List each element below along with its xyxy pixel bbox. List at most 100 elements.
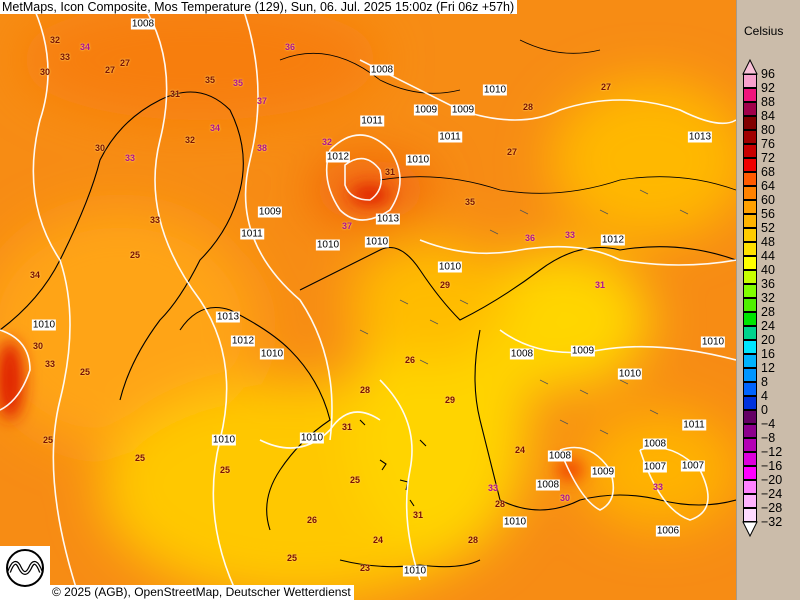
isobars [0,0,736,600]
coastlines [0,39,736,568]
temperature-label: 28 [467,535,479,545]
legend-label: 40 [761,263,775,277]
temperature-label: 32 [49,35,61,45]
legend-swatch [743,396,757,410]
temperature-label: 33 [44,359,56,369]
isobar-pressure-label: 1013 [687,131,713,143]
temperature-label: 26 [306,515,318,525]
isobar-pressure-label: 1012 [325,151,351,163]
legend-swatch [743,466,757,480]
isobar-pressure-label: 1010 [437,261,463,273]
legend-swatch [743,354,757,368]
isobar-pressure-label: 1009 [590,466,616,478]
legend-swatch [743,242,757,256]
temperature-label: 31 [594,280,606,290]
legend-label: 64 [761,179,775,193]
legend-label: 8 [761,375,768,389]
isobar-pressure-label: 1010 [700,336,726,348]
temperature-label: 25 [286,553,298,563]
temperature-label: 32 [184,135,196,145]
legend-label: 48 [761,235,775,249]
temperature-label: 37 [256,96,268,106]
legend-swatch [743,256,757,270]
color-legend: Celsius 96 92 88 84 80 76 72 68 64 60 56 52 48 44 40 36… [736,0,800,600]
legend-label: 20 [761,333,775,347]
temperature-label: 25 [219,465,231,475]
temperature-label: 27 [600,82,612,92]
isobar-pressure-label: 1008 [535,479,561,491]
temperature-label: 24 [514,445,526,455]
legend-swatch [743,102,757,116]
temperature-label: 23 [359,563,371,573]
legend-swatch [743,410,757,424]
temperature-label: 33 [564,230,576,240]
isobar-pressure-label: 1012 [600,234,626,246]
legend-label: −24 [761,487,783,501]
isobar-pressure-label: 1011 [682,419,706,431]
isobar-pressure-label: 1010 [259,348,285,360]
isobar-pressure-label: 1008 [547,450,573,462]
legend-label: 16 [761,347,775,361]
isobar-pressure-label: 1008 [642,438,668,450]
temperature-label: 35 [204,75,216,85]
map-title: MetMaps, Icon Composite, Mos Temperature… [0,0,518,14]
temperature-label: 30 [39,67,51,77]
temperature-label: 29 [444,395,456,405]
legend-label: 44 [761,249,775,263]
legend-top-arrow [742,58,758,75]
isobar-pressure-label: 1013 [215,311,241,323]
legend-label: 24 [761,319,775,333]
legend-swatch [743,508,757,522]
legend-label: −12 [761,445,783,459]
legend-label: 76 [761,137,775,151]
legend-swatch [743,494,757,508]
temperature-label: 25 [79,367,91,377]
legend-swatch [743,326,757,340]
legend-swatch [743,158,757,172]
legend-swatch [743,172,757,186]
temperature-label: 24 [372,535,384,545]
isobar-pressure-label: 1011 [360,115,384,127]
isobar-pressure-label: 1009 [257,206,283,218]
temperature-label: 27 [119,58,131,68]
temperature-label: 34 [29,270,41,280]
weather-map[interactable]: 32 34 30 33 27 35 31 37 36 35 34 38 30 32 33 25 33 34 27 37… [0,0,736,600]
temperature-label: 28 [494,499,506,509]
legend-label: 80 [761,123,775,137]
legend-label: 84 [761,109,775,123]
legend-swatch [743,424,757,438]
legend-swatch [743,186,757,200]
isobar-pressure-label: 1008 [509,348,535,360]
temperature-label: 32 [321,137,333,147]
temperature-label: 35 [232,78,244,88]
temperature-label: 33 [487,483,499,493]
legend-swatch [743,130,757,144]
temperature-label: 36 [284,42,296,52]
legend-label: 60 [761,193,775,207]
temperature-label: 28 [359,385,371,395]
legend-label: 96 [761,67,775,81]
temperature-label: 35 [464,197,476,207]
temperature-label: 29 [439,280,451,290]
isobar-pressure-label: 1010 [315,239,341,251]
legend-swatch [743,452,757,466]
legend-label: 56 [761,207,775,221]
temperature-label: 25 [349,475,361,485]
legend-swatch [743,200,757,214]
legend-label: 0 [761,403,768,417]
isobar-pressure-label: 1010 [364,236,390,248]
legend-swatch [743,144,757,158]
legend-swatch [743,312,757,326]
temperature-label: 31 [384,167,396,177]
isobar-pressure-label: 1008 [369,64,395,76]
isobar-pressure-label: 1007 [642,461,668,473]
isobar-pressure-label: 1010 [211,434,237,446]
temperature-label: 30 [94,143,106,153]
isobar-pressure-label: 1009 [570,345,596,357]
temperature-label: 37 [341,221,353,231]
isobar-pressure-label: 1010 [405,154,431,166]
legend-swatch [743,480,757,494]
isobar-pressure-label: 1009 [413,104,439,116]
temperature-label: 33 [652,482,664,492]
legend-bottom-arrow [742,521,758,538]
